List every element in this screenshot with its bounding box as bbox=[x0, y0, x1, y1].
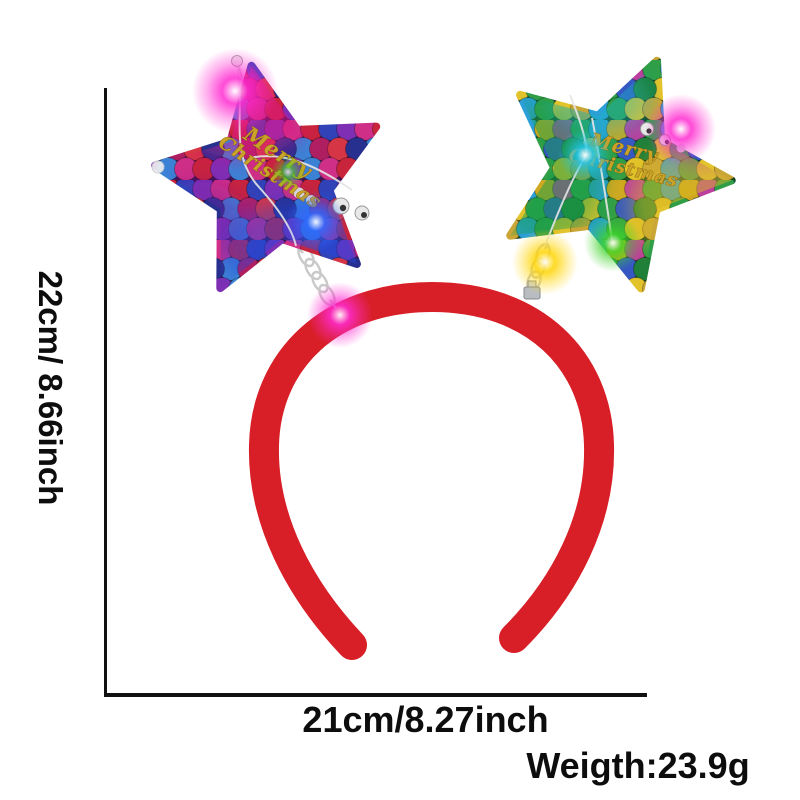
led-glow-green-left-star bbox=[271, 155, 305, 189]
height-label: 22cm/ 8.66inch bbox=[32, 270, 69, 506]
led-glow-green-right-star bbox=[584, 214, 642, 272]
led-glow-magenta-left-star bbox=[192, 48, 278, 134]
headband-band bbox=[248, 281, 615, 660]
led-glow-blue-left-star bbox=[286, 192, 346, 252]
height-dimension-line bbox=[104, 88, 107, 695]
width-label: 21cm/8.27inch bbox=[302, 699, 549, 740]
led-glow-yellow-spring bbox=[512, 229, 578, 295]
weight-label: Weigth:23.9g bbox=[526, 745, 750, 786]
width-dimension-line bbox=[104, 693, 647, 697]
led-glow-cyan-right-star bbox=[558, 128, 612, 182]
led-glows bbox=[192, 48, 716, 348]
led-glow-magenta-right-star bbox=[646, 94, 716, 164]
led-glow-magenta-band bbox=[307, 282, 373, 348]
